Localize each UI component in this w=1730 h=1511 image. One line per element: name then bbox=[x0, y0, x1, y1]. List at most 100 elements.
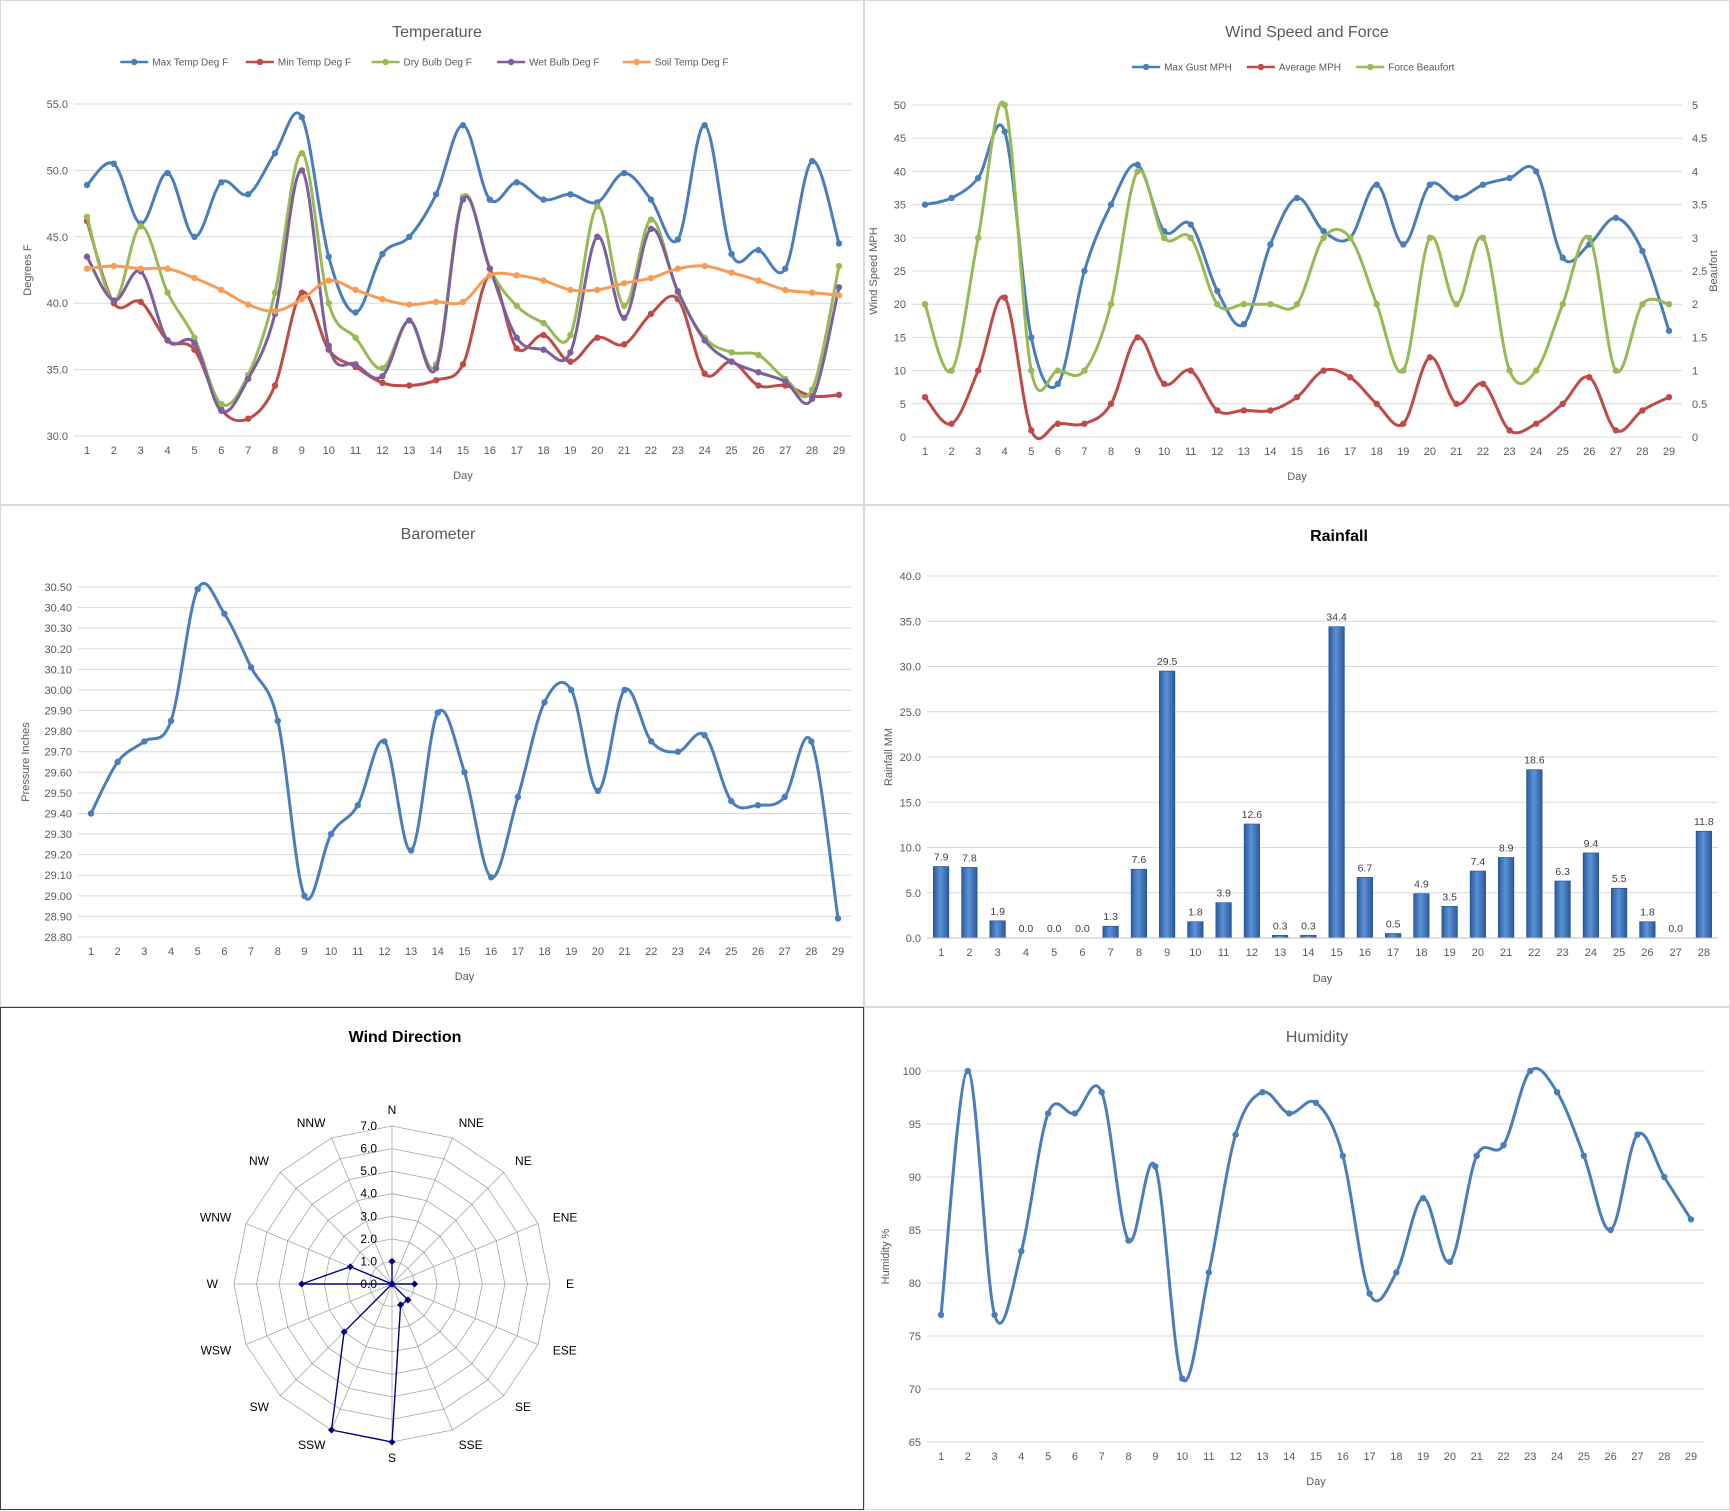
data-point bbox=[1560, 255, 1566, 261]
data-point bbox=[514, 272, 520, 278]
x-tick-label: 26 bbox=[1641, 947, 1653, 959]
legend-marker bbox=[634, 59, 640, 65]
y-tick-label: 35 bbox=[894, 200, 906, 212]
category-label: ENE bbox=[553, 1210, 578, 1224]
x-tick-label: 14 bbox=[1302, 947, 1314, 959]
y-tick-label: 90 bbox=[909, 1172, 921, 1184]
x-tick-label: 1 bbox=[84, 445, 90, 457]
x-tick-label: 6 bbox=[1055, 446, 1061, 458]
data-point bbox=[191, 340, 197, 346]
x-tick-label: 28 bbox=[805, 946, 817, 958]
data-point bbox=[164, 337, 170, 343]
category-label: N bbox=[388, 1103, 397, 1117]
chart-title: Temperature bbox=[392, 24, 482, 41]
category-label: NW bbox=[249, 1154, 270, 1168]
data-point bbox=[648, 216, 654, 222]
data-point bbox=[809, 289, 815, 295]
data-point bbox=[648, 196, 654, 202]
data-point bbox=[379, 380, 385, 386]
y-tick-label: 29.10 bbox=[44, 870, 72, 882]
data-point bbox=[1586, 374, 1592, 380]
data-point bbox=[138, 223, 144, 229]
data-point bbox=[755, 369, 761, 375]
data-point bbox=[836, 284, 842, 290]
x-tick-label: 1 bbox=[938, 947, 944, 959]
bar bbox=[990, 921, 1006, 938]
data-point bbox=[514, 179, 520, 185]
y-tick-label: 55.0 bbox=[47, 99, 68, 111]
barometer-chart-svg: Barometer28.8028.9029.0029.1029.2029.302… bbox=[1, 506, 865, 1008]
x-tick-label: 7 bbox=[1099, 1451, 1105, 1463]
y-tick-label: 15 bbox=[894, 332, 906, 344]
x-tick-label: 24 bbox=[699, 445, 711, 457]
data-point bbox=[1206, 1269, 1212, 1275]
y-tick-label: 65 bbox=[909, 1437, 921, 1449]
y-tick-label: 29.90 bbox=[44, 706, 72, 718]
data-point bbox=[701, 732, 707, 738]
x-tick-label: 19 bbox=[1397, 446, 1409, 458]
data-point bbox=[540, 346, 546, 352]
data-point bbox=[487, 272, 493, 278]
data-point bbox=[1081, 421, 1087, 427]
y2-tick-label: 3.5 bbox=[1692, 200, 1707, 212]
data-label: 34.4 bbox=[1326, 612, 1347, 624]
x-tick-label: 18 bbox=[1415, 947, 1427, 959]
data-point bbox=[326, 254, 332, 260]
category-label: SW bbox=[250, 1400, 270, 1414]
data-point bbox=[1188, 221, 1194, 227]
data-label: 12.6 bbox=[1242, 809, 1263, 821]
data-label: 5.5 bbox=[1612, 873, 1627, 885]
data-point bbox=[1347, 374, 1353, 380]
data-point bbox=[397, 1301, 404, 1308]
y-tick-label: 29.00 bbox=[44, 891, 72, 903]
x-tick-label: 22 bbox=[1497, 1451, 1509, 1463]
data-point bbox=[1161, 235, 1167, 241]
x-tick-label: 11 bbox=[1185, 446, 1196, 458]
data-point bbox=[782, 378, 788, 384]
y-tick-label: 50.0 bbox=[47, 165, 68, 177]
data-point bbox=[487, 265, 493, 271]
bar bbox=[1329, 627, 1345, 938]
bar bbox=[1640, 922, 1656, 938]
radial-tick-label: 6.0 bbox=[360, 1142, 377, 1156]
category-label: NE bbox=[515, 1154, 532, 1168]
data-point bbox=[1179, 1375, 1185, 1381]
data-point bbox=[1081, 367, 1087, 373]
data-point bbox=[326, 342, 332, 348]
data-point bbox=[487, 196, 493, 202]
data-point bbox=[1427, 181, 1433, 187]
x-tick-label: 9 bbox=[1164, 947, 1170, 959]
x-tick-label: 19 bbox=[564, 445, 576, 457]
x-tick-label: 19 bbox=[1417, 1451, 1429, 1463]
data-point bbox=[541, 699, 547, 705]
data-point bbox=[1340, 1153, 1346, 1159]
legend-marker bbox=[508, 59, 514, 65]
bar bbox=[1527, 770, 1543, 938]
data-point bbox=[411, 1280, 418, 1287]
y2-tick-label: 3 bbox=[1692, 233, 1698, 245]
y2-tick-label: 1 bbox=[1692, 366, 1698, 378]
x-tick-label: 24 bbox=[1530, 446, 1542, 458]
data-point bbox=[621, 687, 627, 693]
legend-marker bbox=[1143, 64, 1149, 70]
y-axis-label: Pressure Inches bbox=[20, 722, 32, 802]
x-tick-label: 20 bbox=[592, 946, 604, 958]
x-axis-label: Day bbox=[453, 470, 473, 482]
legend-entry: Min Temp Deg F bbox=[278, 58, 351, 69]
data-point bbox=[1002, 294, 1008, 300]
data-point bbox=[164, 265, 170, 271]
data-point bbox=[245, 376, 251, 382]
y-tick-label: 29.50 bbox=[44, 788, 72, 800]
x-tick-label: 17 bbox=[512, 946, 524, 958]
data-point bbox=[408, 847, 414, 853]
data-point bbox=[755, 247, 761, 253]
legend-marker bbox=[1367, 64, 1373, 70]
bar bbox=[1159, 671, 1175, 938]
x-tick-label: 4 bbox=[1023, 947, 1029, 959]
series-line bbox=[87, 221, 839, 421]
x-tick-label: 11 bbox=[352, 946, 363, 958]
x-tick-label: 23 bbox=[1503, 446, 1515, 458]
bar bbox=[1470, 871, 1486, 938]
data-point bbox=[406, 317, 412, 323]
